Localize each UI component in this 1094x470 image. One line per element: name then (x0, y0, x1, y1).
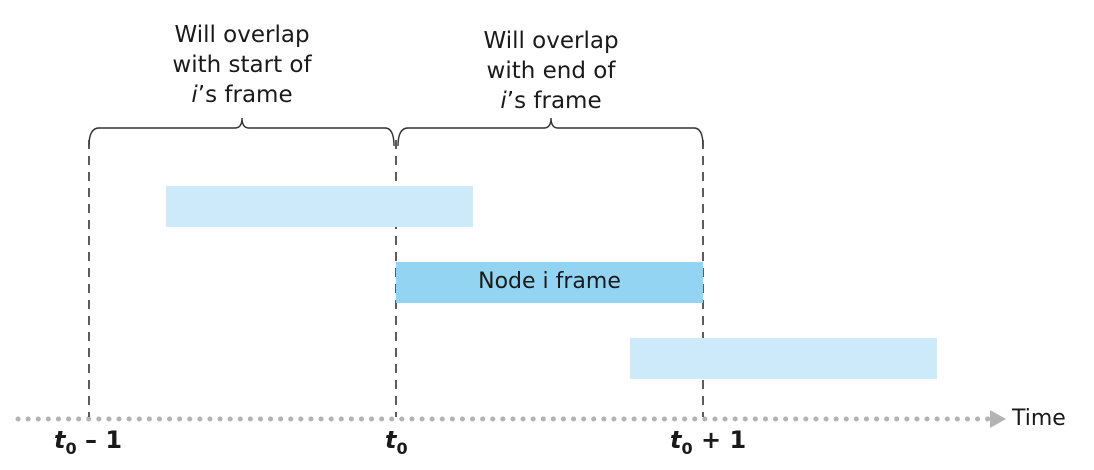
caption-overlap-start-line2: with start of (172, 52, 312, 78)
right-brace (397, 117, 704, 147)
left-brace (88, 117, 395, 147)
time-axis-label: Time (1012, 406, 1066, 431)
caption-overlap-end-line3: i’s frame (441, 86, 661, 116)
caption-var-i: i (191, 82, 198, 108)
overlapping-frame-start (166, 186, 473, 227)
tick-label-t0-plus-1: t0 + 1 (670, 426, 747, 458)
caption-overlap-start-line3: i’s frame (132, 80, 352, 110)
node-i-frame-label: Node i frame (478, 269, 621, 294)
caption-overlap-end: Will overlap with end of i’s frame (441, 26, 661, 116)
caption-overlap-start: Will overlap with start of i’s frame (132, 20, 352, 110)
caption-rest: ’s frame (506, 88, 602, 114)
caption-overlap-end-line2: with end of (486, 58, 616, 84)
caption-overlap-start-line1: Will overlap (174, 22, 310, 48)
node-i-frame (396, 262, 703, 303)
caption-var-i: i (500, 88, 507, 114)
caption-overlap-end-line1: Will overlap (483, 28, 619, 54)
tick-label-t0-minus-1: t0 – 1 (54, 426, 123, 458)
time-axis-arrowhead (990, 410, 1006, 428)
tick-label-t0: t0 (385, 426, 408, 458)
overlapping-frame-end (630, 338, 937, 379)
caption-rest: ’s frame (197, 82, 293, 108)
